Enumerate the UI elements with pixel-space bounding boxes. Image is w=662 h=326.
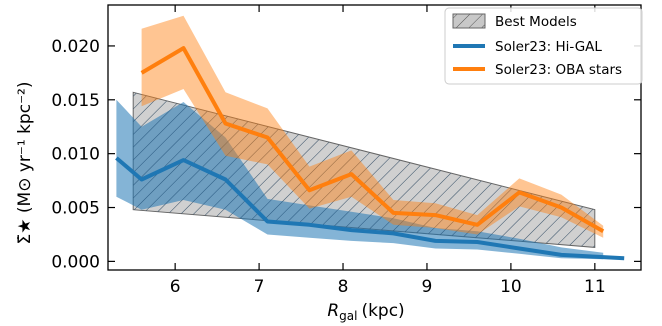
x-tick-label: 8: [338, 277, 349, 297]
y-tick-label: 0.010: [51, 145, 100, 165]
higal-line: [115, 156, 625, 261]
legend-label-higal: Soler23: Hi-GAL: [495, 39, 602, 55]
plot-area: 6 7 8 9 10 11 0.000 0.005 0.010 0.015 0.020: [51, 4, 642, 297]
y-tick-label: 0.005: [51, 199, 100, 219]
y-tick-label: 0.020: [51, 37, 100, 57]
y-axis-label: Σ̇★ (M⊙ yr⁻¹ kpc⁻²): [15, 82, 35, 245]
oba-line: [140, 46, 605, 233]
legend-label-best-models: Best Models: [495, 14, 577, 30]
x-axis-title: Rgal (kpc): [327, 301, 404, 323]
x-tick-label: 11: [584, 277, 606, 297]
x-tick-label: 10: [500, 277, 522, 297]
x-tick-label: 9: [422, 277, 433, 297]
y-tick-label: 0.000: [51, 252, 100, 272]
x-tick-label: 7: [254, 277, 265, 297]
x-axis-label: Rgal (kpc): [327, 301, 404, 323]
legend: Best Models Soler23: Hi-GAL Soler23: OBA…: [444, 7, 643, 85]
legend-label-oba: Soler23: OBA stars: [495, 62, 622, 78]
x-tick-label: 6: [170, 277, 181, 297]
y-tick-label: 0.015: [51, 91, 100, 111]
y-axis-title: Σ̇★ (M⊙ yr⁻¹ kpc⁻²): [15, 82, 35, 245]
ticks: 6 7 8 9 10 11 0.000 0.005 0.010 0.015 0.020: [51, 5, 641, 297]
legend-box: [444, 7, 643, 85]
legend-swatch-best-models: [452, 13, 486, 29]
axes-frame: [107, 4, 642, 271]
